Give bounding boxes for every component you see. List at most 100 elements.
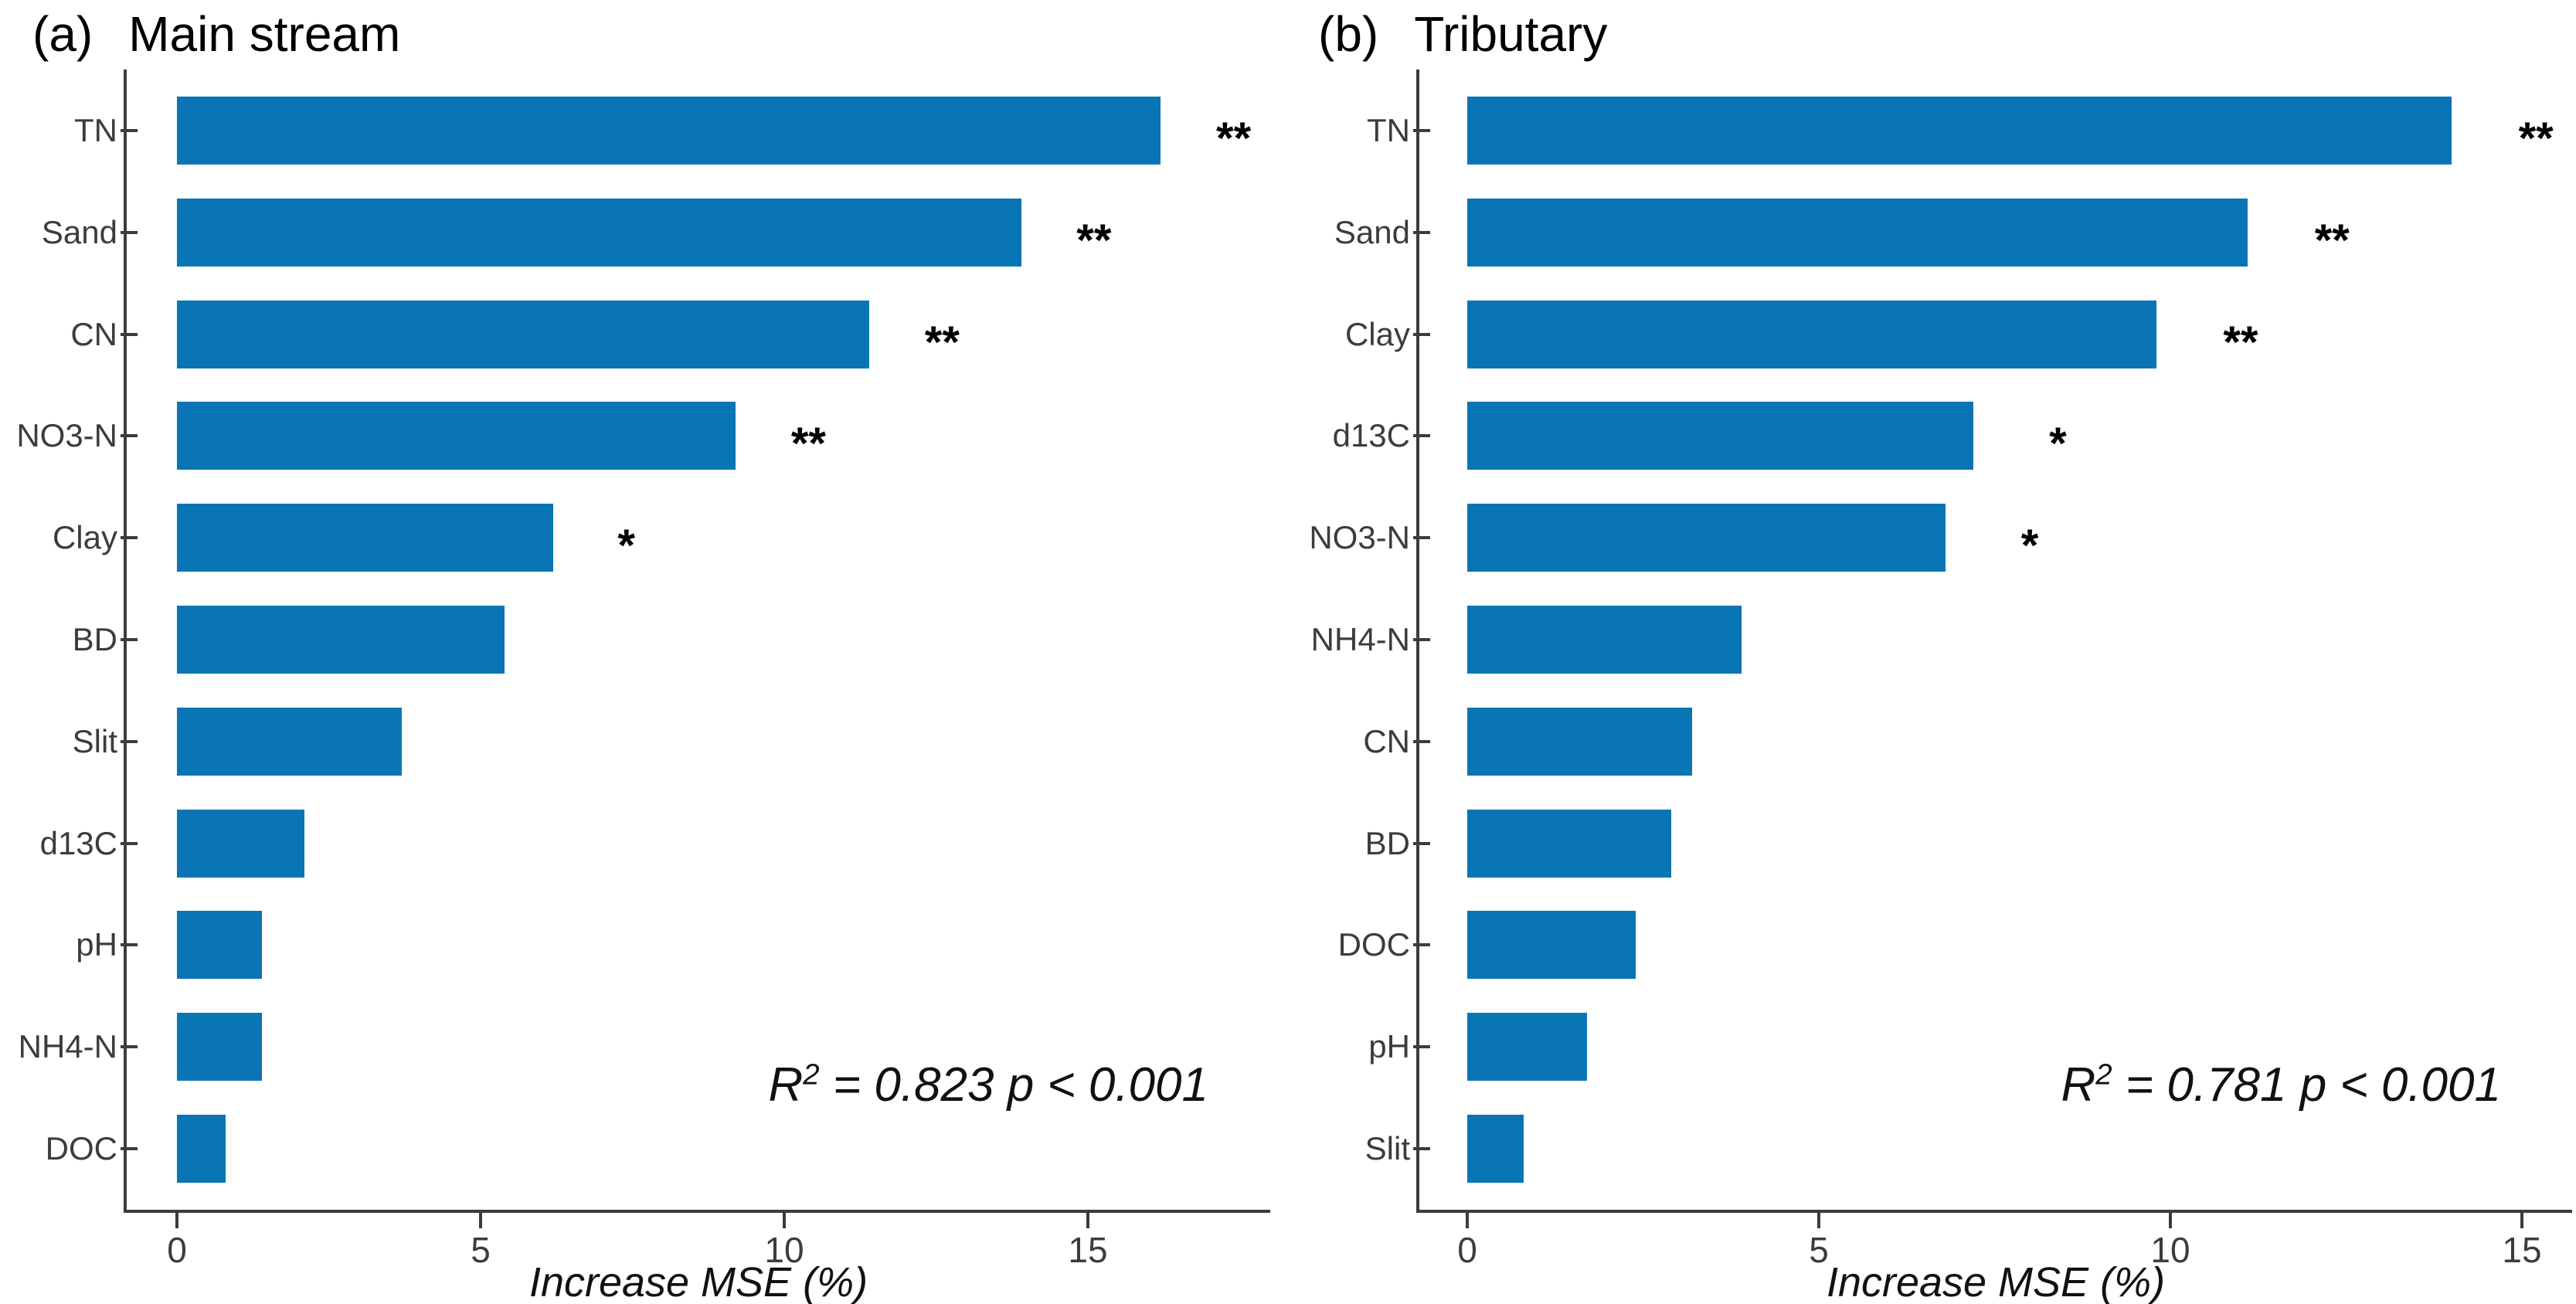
y-tick-clay [1413, 332, 1430, 336]
bar-slit [177, 707, 402, 776]
r2-symbol: R [768, 1058, 804, 1112]
significance-marker-clay: ** [2223, 317, 2258, 368]
x-tick-label-5: 5 [1809, 1230, 1829, 1270]
y-tick-label-sand: Sand [41, 213, 117, 250]
significance-marker-clay: * [617, 521, 635, 572]
y-tick-ph [121, 943, 138, 947]
y-tick-tn [1413, 129, 1430, 133]
x-axis-label-b: Increase MSE (%) [1826, 1259, 2166, 1304]
x-tick-label-5: 5 [471, 1230, 491, 1270]
y-tick-no3-n [121, 434, 138, 438]
y-tick-tn [121, 129, 138, 133]
y-tick-label-nh4-n: NH4-N [1310, 621, 1410, 657]
y-tick-label-tn: TN [1367, 112, 1410, 149]
y-tick-d13c [121, 841, 138, 845]
y-tick-sand [1413, 230, 1430, 234]
bar-no3-n [177, 402, 736, 470]
bar-bd [177, 606, 505, 674]
y-tick-label-tn: TN [74, 112, 117, 149]
r2-p-value-text: = 0.823 p < 0.001 [819, 1058, 1208, 1112]
x-axis-label-a: Increase MSE (%) [528, 1259, 868, 1304]
y-tick-nh4-n [1413, 638, 1430, 641]
bar-clay [1467, 300, 2156, 368]
y-tick-label-sand: Sand [1334, 213, 1410, 250]
bar-doc [1467, 911, 1636, 980]
bar-d13c [1467, 402, 1974, 470]
r2-p-value-text: = 0.781 p < 0.001 [2112, 1058, 2501, 1112]
bar-cn [177, 300, 870, 368]
r2-superscript: 2 [803, 1058, 820, 1092]
bar-no3-n [1467, 504, 1946, 572]
x-tick-10 [783, 1210, 786, 1228]
y-tick-label-clay: Clay [52, 519, 117, 556]
y-tick-no3-n [1413, 536, 1430, 540]
x-tick-label-15: 15 [1068, 1230, 1108, 1270]
significance-marker-sand: ** [2314, 215, 2350, 266]
x-tick-0 [1466, 1210, 1469, 1228]
x-tick-15 [1086, 1210, 1089, 1228]
y-tick-label-nh4-n: NH4-N [18, 1028, 117, 1065]
y-tick-doc [1413, 943, 1430, 947]
y-tick-cn [1413, 739, 1430, 743]
panel-b-title-text: Tributary [1414, 6, 1608, 62]
y-tick-label-slit: Slit [1364, 1129, 1410, 1166]
significance-marker-d13c: * [2049, 419, 2067, 470]
y-tick-doc [121, 1146, 138, 1150]
x-tick-label-10: 10 [764, 1230, 804, 1270]
x-tick-label-0: 0 [167, 1230, 187, 1270]
bar-tn [1467, 97, 2452, 165]
y-tick-label-doc: DOC [45, 1129, 117, 1166]
y-tick-clay [121, 536, 138, 540]
y-tick-label-no3-n: NO3-N [16, 417, 117, 454]
panel-a-title: (a) Main stream [32, 6, 400, 62]
panel-a-title-text: Main stream [128, 6, 401, 62]
panel-b-label: (b) [1318, 6, 1379, 62]
significance-marker-cn: ** [924, 317, 960, 368]
y-tick-label-d13c: d13C [39, 824, 117, 861]
significance-marker-sand: ** [1076, 215, 1112, 266]
y-tick-d13c [1413, 434, 1430, 438]
bar-cn [1467, 707, 1693, 776]
significance-marker-tn: ** [1216, 114, 1252, 165]
r2-annotation-a: R2 = 0.823 p < 0.001 [127, 1058, 1208, 1113]
plot-area-tributary: R2 = 0.781 p < 0.001 Increase MSE (%) TN… [1309, 70, 2572, 1304]
bar-d13c [177, 809, 305, 878]
y-tick-slit [1413, 1146, 1430, 1150]
y-tick-bd [121, 638, 138, 641]
x-tick-label-10: 10 [2150, 1230, 2190, 1270]
y-tick-label-cn: CN [1363, 722, 1410, 759]
bar-sand [1467, 198, 2248, 267]
y-tick-slit [121, 739, 138, 743]
y-tick-cn [121, 332, 138, 336]
bar-nh4-n [177, 1013, 263, 1082]
significance-marker-no3-n: ** [790, 419, 827, 470]
bar-ph [177, 911, 263, 980]
y-tick-label-bd: BD [72, 621, 117, 657]
bar-clay [177, 504, 554, 572]
y-tick-label-ph: pH [1368, 1028, 1410, 1065]
panel-b-title: (b) Tributary [1318, 6, 1607, 62]
x-tick-10 [2169, 1210, 2172, 1228]
bar-doc [177, 1114, 226, 1183]
y-tick-label-clay: Clay [1344, 315, 1410, 352]
y-tick-label-cn: CN [70, 315, 117, 352]
x-tick-0 [175, 1210, 178, 1228]
y-tick-sand [121, 230, 138, 234]
y-tick-label-no3-n: NO3-N [1309, 519, 1410, 556]
bar-nh4-n [1467, 606, 1742, 674]
x-tick-label-15: 15 [2502, 1230, 2542, 1270]
bar-tn [177, 97, 1161, 165]
y-tick-bd [1413, 841, 1430, 845]
panel-a-label: (a) [32, 6, 93, 62]
x-tick-label-0: 0 [1457, 1230, 1477, 1270]
plot-area-main-stream: R2 = 0.823 p < 0.001 Increase MSE (%) TN… [16, 70, 1270, 1304]
significance-marker-no3-n: * [2020, 521, 2039, 572]
r2-symbol: R [2061, 1058, 2096, 1112]
r2-annotation-b: R2 = 0.781 p < 0.001 [1419, 1058, 2501, 1113]
y-tick-ph [1413, 1045, 1430, 1049]
x-tick-15 [2520, 1210, 2523, 1228]
r2-superscript: 2 [2095, 1058, 2112, 1092]
bar-slit [1467, 1114, 1524, 1183]
bar-bd [1467, 809, 1671, 878]
